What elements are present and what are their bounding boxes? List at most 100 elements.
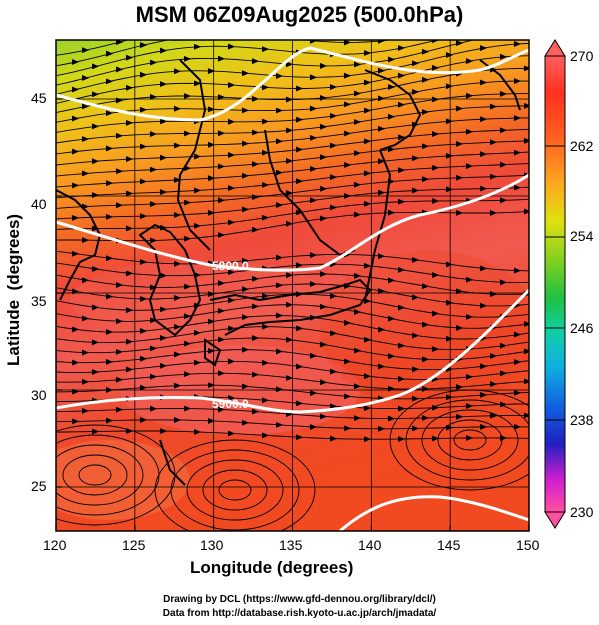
flow-arrow (241, 70, 250, 77)
flow-arrow (285, 301, 294, 308)
flow-arrow (81, 237, 90, 244)
flow-arrow (411, 187, 420, 194)
flow-arrow (353, 181, 362, 188)
flow-arrow (241, 172, 250, 179)
flow-arrow (377, 189, 386, 196)
flow-arrow (261, 118, 270, 125)
flow-arrow (159, 306, 168, 313)
axis-tickmarks (55, 98, 530, 531)
flow-arrow (261, 292, 270, 299)
flow-arrow (286, 23, 292, 28)
flow-arrow (411, 425, 420, 432)
flow-arrow (183, 130, 192, 137)
flow-arrow (329, 330, 338, 337)
streamline (56, 151, 529, 188)
flow-arrow (353, 61, 362, 68)
flow-arrow (329, 174, 338, 181)
flow-arrow (343, 320, 352, 326)
flow-arrow (81, 47, 90, 54)
circulation-streamline (78, 464, 112, 486)
flow-arrow (319, 63, 328, 69)
flow-arrow (218, 21, 224, 26)
flow-arrow (499, 370, 508, 377)
flow-arrow (227, 395, 236, 401)
flow-arrow (489, 381, 498, 388)
flow-arrow (387, 415, 396, 422)
flow-arrow (319, 341, 328, 348)
colorbar-tick-label: 270 (570, 48, 594, 64)
streamline (56, 349, 529, 371)
flow-arrow (387, 209, 396, 216)
flow-arrow (455, 141, 464, 147)
flow-arrow (251, 58, 260, 65)
flow-arrow (431, 346, 440, 352)
flow-arrow (397, 266, 406, 273)
colorbar-top-arrow (544, 39, 566, 57)
flow-arrow (227, 82, 236, 88)
flow-arrow (105, 78, 114, 85)
credit-line-1: Drawing by DCL (https://www.gfd-dennou.o… (163, 594, 436, 605)
flow-arrow (150, 31, 156, 36)
flow-arrow (207, 68, 216, 74)
flow-arrow (479, 45, 488, 51)
flow-arrow (523, 102, 529, 109)
flow-arrow (421, 321, 430, 328)
geopotential-contours (56, 46, 529, 531)
flow-arrow (242, 32, 248, 37)
streamline (56, 384, 529, 400)
circulation-streamline (405, 399, 529, 481)
flow-arrow (71, 86, 80, 93)
flow-arrow (445, 118, 454, 125)
flow-arrow (479, 265, 488, 272)
flow-arrow (227, 430, 236, 437)
flow-arrow (363, 405, 372, 412)
flow-arrow (149, 373, 158, 380)
flow-arrow (387, 353, 396, 360)
flow-arrow (261, 214, 270, 221)
flow-arrow (71, 148, 80, 155)
streamline (56, 250, 529, 272)
flow-arrow (363, 170, 372, 177)
flow-arrow (251, 194, 260, 201)
flow-arrow (139, 42, 148, 48)
flow-arrow (173, 105, 182, 112)
map-title: MSM 06Z09Aug2025 (500.0hPa) (135, 2, 464, 27)
flow-arrow (411, 155, 420, 162)
flow-arrow (207, 209, 216, 216)
flow-arrow (139, 417, 148, 423)
flow-arrow (524, 29, 530, 34)
flow-arrow (173, 351, 182, 358)
flow-arrow (207, 382, 216, 389)
flow-arrow (343, 101, 352, 108)
flow-arrow (207, 175, 216, 182)
flow-arrow (524, 0, 530, 3)
flow-arrow (193, 359, 202, 366)
flow-arrow (285, 127, 294, 134)
flow-arrow (523, 208, 529, 215)
flow-arrow (227, 297, 236, 304)
flow-arrow (227, 43, 236, 50)
flow-arrow (319, 215, 328, 222)
flow-arrow (431, 272, 440, 278)
flow-arrow (105, 255, 114, 262)
flow-arrow (115, 318, 124, 325)
flow-arrow (295, 85, 304, 92)
flow-arrow (445, 261, 454, 268)
flow-arrow (125, 270, 134, 277)
colorbar-tick-label: 238 (570, 412, 594, 428)
flow-arrow (411, 88, 420, 95)
flow-arrow (91, 266, 100, 272)
flow-arrow (261, 397, 270, 404)
flow-arrow (309, 281, 318, 287)
flow-arrow (387, 84, 396, 90)
flow-arrow (309, 105, 318, 112)
flow-arrow (105, 293, 114, 300)
x-tick-label: 125 (122, 537, 146, 553)
flow-arrow (207, 141, 216, 148)
flow-arrow (139, 106, 148, 113)
flow-arrow (105, 329, 114, 335)
flow-arrow (91, 192, 100, 199)
flow-arrow (329, 435, 338, 442)
flow-arrow (421, 76, 430, 83)
flow-arrow (207, 291, 216, 298)
